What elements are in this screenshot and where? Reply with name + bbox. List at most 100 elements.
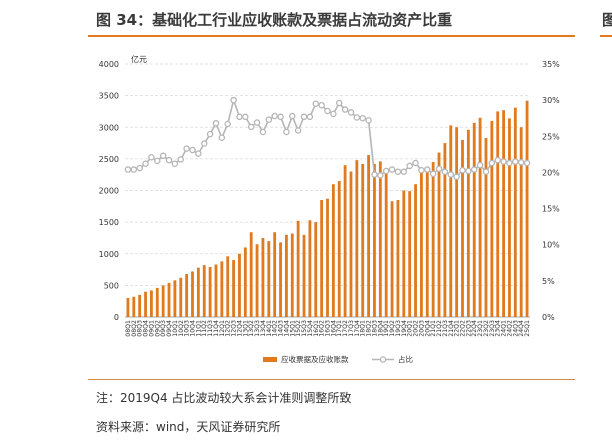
ratio-point xyxy=(124,166,132,173)
x-tick-label: 20Q2 xyxy=(413,320,420,337)
ratio-point xyxy=(517,159,525,166)
x-tick-label: 22Q1 xyxy=(454,320,461,337)
x-tick-label: 15Q1 xyxy=(289,320,296,337)
y-tick-label: 4000 xyxy=(99,60,119,69)
y2-tick-label: 35% xyxy=(542,60,560,69)
ratio-point xyxy=(253,119,261,126)
bar xyxy=(290,233,294,317)
x-tick-label: 11Q3 xyxy=(207,320,214,337)
ratio-point xyxy=(394,168,402,175)
y-tick-label: 500 xyxy=(104,281,119,290)
x-tick-label: 17Q3 xyxy=(348,320,355,337)
ratio-point xyxy=(453,173,460,181)
x-tick-label: 14Q1 xyxy=(266,320,273,337)
source-note: 资料来源：wind，天风证券研究所 xyxy=(96,420,281,434)
bar xyxy=(273,232,277,317)
ratio-point xyxy=(195,150,202,157)
figure-title: 图 34：基础化工行业应收账款及票据占流动资产比重 xyxy=(96,11,453,29)
bar xyxy=(220,261,224,317)
bar xyxy=(437,152,441,317)
ratio-point xyxy=(418,167,425,174)
x-tick-label: 09Q1 xyxy=(148,320,155,337)
bar xyxy=(490,120,494,317)
x-tick-label: 16Q2 xyxy=(319,320,326,337)
bar xyxy=(226,256,230,317)
x-tick-label: 18Q2 xyxy=(366,320,373,337)
ratio-point xyxy=(154,157,161,165)
legend-bar-swatch xyxy=(263,357,277,362)
bar xyxy=(320,199,324,317)
ratio-point xyxy=(488,159,496,167)
bar xyxy=(402,190,406,317)
ratio-point xyxy=(312,100,320,108)
bar xyxy=(167,282,171,317)
bar xyxy=(414,184,417,317)
ratio-point xyxy=(136,164,143,172)
ratio-point xyxy=(200,140,208,147)
ratio-point xyxy=(429,170,437,178)
x-tick-label: 18Q3 xyxy=(371,320,378,337)
x-tick-label: 11Q2 xyxy=(201,320,208,337)
bar xyxy=(261,237,265,317)
bar xyxy=(232,260,235,317)
x-tick-label: 09Q3 xyxy=(160,320,167,337)
x-tick-label: 14Q2 xyxy=(272,320,279,337)
bar xyxy=(373,163,376,317)
ratio-point xyxy=(171,160,179,168)
bar xyxy=(191,271,194,317)
ratio-point xyxy=(512,158,519,165)
y-tick-label: 3500 xyxy=(99,92,119,101)
x-tick-label: 23Q4 xyxy=(495,320,502,337)
bar xyxy=(208,267,212,317)
x-tick-label: 24Q2 xyxy=(506,320,513,337)
x-tick-label: 08Q3 xyxy=(137,320,144,337)
y2-tick-label: 20% xyxy=(542,168,560,177)
x-tick-label: 16Q4 xyxy=(330,320,337,337)
legend-line-marker xyxy=(379,356,387,363)
ratio-point xyxy=(335,99,343,107)
next-figure-title-fragment: 图 xyxy=(602,11,612,29)
x-tick-label: 16Q1 xyxy=(313,320,320,337)
x-tick-label: 24Q3 xyxy=(512,320,519,337)
ratio-point xyxy=(412,159,419,167)
bar xyxy=(243,247,247,317)
bar xyxy=(296,220,300,317)
bar xyxy=(455,127,459,317)
bar xyxy=(196,267,200,317)
bar xyxy=(496,111,500,317)
bar xyxy=(202,265,206,317)
ratio-point xyxy=(465,167,472,175)
x-tick-label: 17Q2 xyxy=(342,320,349,337)
x-tick-label: 21Q1 xyxy=(430,320,437,337)
x-tick-label: 16Q3 xyxy=(325,320,332,337)
y2-tick-label: 30% xyxy=(542,96,560,105)
x-tick-label: 24Q1 xyxy=(501,320,508,337)
x-tick-label: 22Q4 xyxy=(471,320,478,337)
ratio-point xyxy=(247,123,255,131)
x-tick-label: 22Q2 xyxy=(460,320,467,337)
ratio-point xyxy=(236,113,243,121)
bar xyxy=(355,160,359,317)
x-tick-label: 09Q2 xyxy=(154,320,161,337)
bar xyxy=(396,199,400,317)
ratio-point xyxy=(265,116,273,123)
ratio-point xyxy=(218,134,226,141)
ratio-point xyxy=(242,113,249,121)
x-tick-label: 14Q4 xyxy=(283,320,290,337)
bar xyxy=(126,298,130,317)
y-tick-label: 0 xyxy=(114,313,119,322)
ratio-point xyxy=(130,166,138,173)
ratio-point xyxy=(388,166,396,173)
x-tick-label: 11Q1 xyxy=(195,320,202,337)
x-tick-label: 12Q1 xyxy=(219,320,226,337)
y-tick-label: 1500 xyxy=(99,218,119,227)
ratio-point xyxy=(300,113,308,121)
bar xyxy=(185,273,189,317)
x-tick-label: 13Q1 xyxy=(242,320,249,337)
x-tick-label: 10Q1 xyxy=(172,320,179,337)
ratio-point xyxy=(371,171,378,178)
bar xyxy=(308,220,312,317)
bar xyxy=(179,277,183,317)
bar xyxy=(337,181,341,317)
x-tick-label: 12Q4 xyxy=(236,320,243,337)
